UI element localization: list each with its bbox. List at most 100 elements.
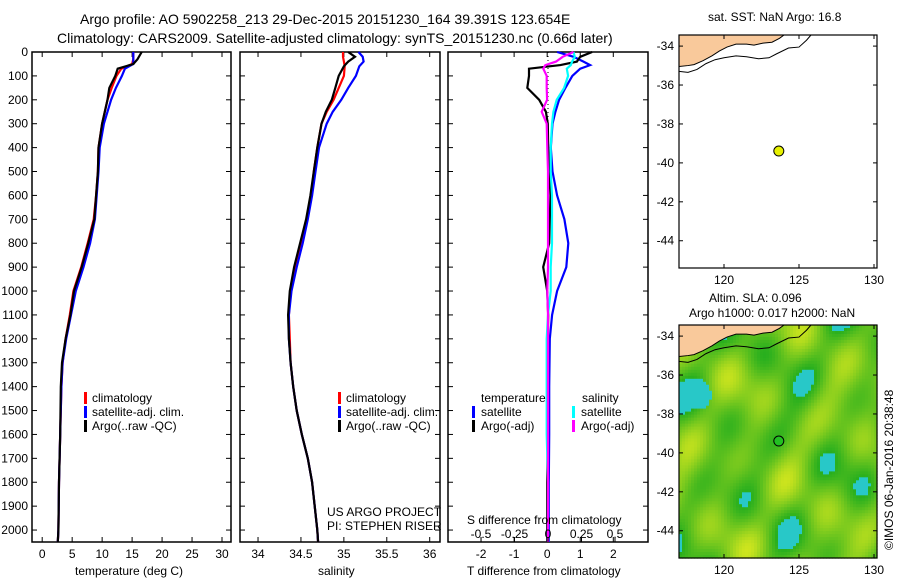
sla-cell bbox=[829, 387, 833, 392]
sla-cell bbox=[838, 513, 842, 517]
sla-cell bbox=[700, 456, 704, 460]
sla-cell bbox=[838, 459, 842, 463]
sla-cell bbox=[835, 438, 839, 443]
sla-cell bbox=[766, 366, 770, 371]
sla-cell bbox=[802, 528, 806, 532]
sla-map-panel: 120 125 130-34-36-38-40-42-44 bbox=[657, 324, 884, 577]
sla-cell bbox=[811, 336, 815, 341]
sla-cell bbox=[721, 522, 725, 526]
sla-cell bbox=[721, 510, 725, 514]
sla-cell bbox=[841, 325, 845, 329]
sla-cell bbox=[826, 543, 830, 547]
sla-cell bbox=[799, 399, 803, 404]
sla-cell bbox=[721, 504, 725, 508]
sla-cell bbox=[700, 372, 704, 377]
sla-cell bbox=[835, 453, 839, 457]
sla-cell bbox=[685, 420, 689, 425]
sla-cell bbox=[691, 498, 695, 502]
sla-cell bbox=[844, 468, 848, 472]
sla-cell bbox=[856, 345, 860, 350]
sla-cell bbox=[709, 462, 713, 466]
sla-cell bbox=[826, 331, 830, 335]
sla-cell bbox=[820, 525, 824, 529]
sla-cell bbox=[805, 414, 809, 419]
sla-cell bbox=[835, 342, 839, 347]
sla-cell bbox=[784, 546, 788, 550]
sla-cell bbox=[700, 498, 704, 502]
sla-cell bbox=[781, 444, 785, 449]
sla-cell bbox=[727, 426, 731, 431]
sla-cell bbox=[772, 387, 776, 392]
sla-cell bbox=[799, 366, 803, 371]
sla-cell bbox=[703, 462, 707, 466]
sla-cell bbox=[781, 489, 785, 493]
sla-cell bbox=[775, 426, 779, 431]
sla-cell bbox=[727, 429, 731, 434]
sla-cell bbox=[733, 405, 737, 410]
sla-cell bbox=[691, 522, 695, 526]
sla-cell bbox=[787, 510, 791, 514]
sla-cell bbox=[748, 375, 752, 380]
sla-cell bbox=[730, 519, 734, 523]
salinity-panel: 34 34.5 35 35.5 36 bbox=[239, 51, 441, 561]
sla-cell bbox=[793, 408, 797, 413]
sla-cell bbox=[841, 516, 845, 520]
sla-cell bbox=[757, 549, 761, 553]
sla-cell bbox=[856, 429, 860, 434]
sla-cell bbox=[691, 552, 695, 556]
sla-cell bbox=[823, 501, 827, 505]
sla-cell bbox=[790, 525, 794, 529]
sla-cell bbox=[847, 351, 851, 356]
sla-cell bbox=[682, 507, 686, 511]
sla-cell bbox=[823, 399, 827, 404]
sla-cell bbox=[763, 423, 767, 428]
sla-cell bbox=[802, 334, 806, 338]
sla-cell bbox=[691, 531, 695, 535]
sla-cell bbox=[835, 513, 839, 517]
sla-cell bbox=[706, 423, 710, 428]
sla-cell bbox=[748, 525, 752, 529]
sla-cell bbox=[742, 531, 746, 535]
sla-cell bbox=[772, 426, 776, 431]
sla-cell bbox=[706, 486, 710, 490]
sla-cell bbox=[814, 441, 818, 446]
sla-cell bbox=[823, 393, 827, 398]
sla-cell bbox=[772, 345, 776, 350]
sla-cell bbox=[736, 414, 740, 419]
sla-cell bbox=[796, 501, 800, 505]
sla-cell bbox=[784, 342, 788, 347]
sla-cell bbox=[715, 456, 719, 460]
sla-cell bbox=[766, 354, 770, 359]
sla-cell bbox=[721, 405, 725, 410]
sla-cell bbox=[682, 423, 686, 428]
sla-cell bbox=[838, 408, 842, 413]
sla-cell bbox=[763, 396, 767, 401]
sla-cell bbox=[856, 435, 860, 440]
sla-cell bbox=[724, 528, 728, 532]
sla-cell bbox=[739, 501, 743, 505]
sla-cell bbox=[682, 375, 686, 380]
sla-cell bbox=[778, 495, 782, 499]
sla-cell bbox=[757, 405, 761, 410]
sla-cell bbox=[745, 477, 749, 481]
sla-cell bbox=[697, 441, 701, 446]
sla-cell bbox=[763, 438, 767, 443]
sla-cell bbox=[814, 351, 818, 356]
sla-cell bbox=[853, 501, 857, 505]
sla-cell bbox=[805, 360, 809, 365]
sla-cell bbox=[769, 363, 773, 368]
sla-cell bbox=[748, 342, 752, 347]
sla-cell bbox=[829, 465, 833, 469]
sla-cell bbox=[817, 372, 821, 377]
sla-cell bbox=[736, 360, 740, 365]
sla-cell bbox=[835, 334, 839, 338]
sla-cell bbox=[829, 435, 833, 440]
sla-cell bbox=[685, 381, 689, 386]
sla-cell bbox=[730, 510, 734, 514]
sla-cell bbox=[769, 447, 773, 452]
sla-cell bbox=[766, 522, 770, 526]
sla-cell bbox=[772, 336, 776, 341]
sla-cell bbox=[820, 483, 824, 487]
sla-cell bbox=[805, 456, 809, 460]
sla-cell bbox=[784, 495, 788, 499]
